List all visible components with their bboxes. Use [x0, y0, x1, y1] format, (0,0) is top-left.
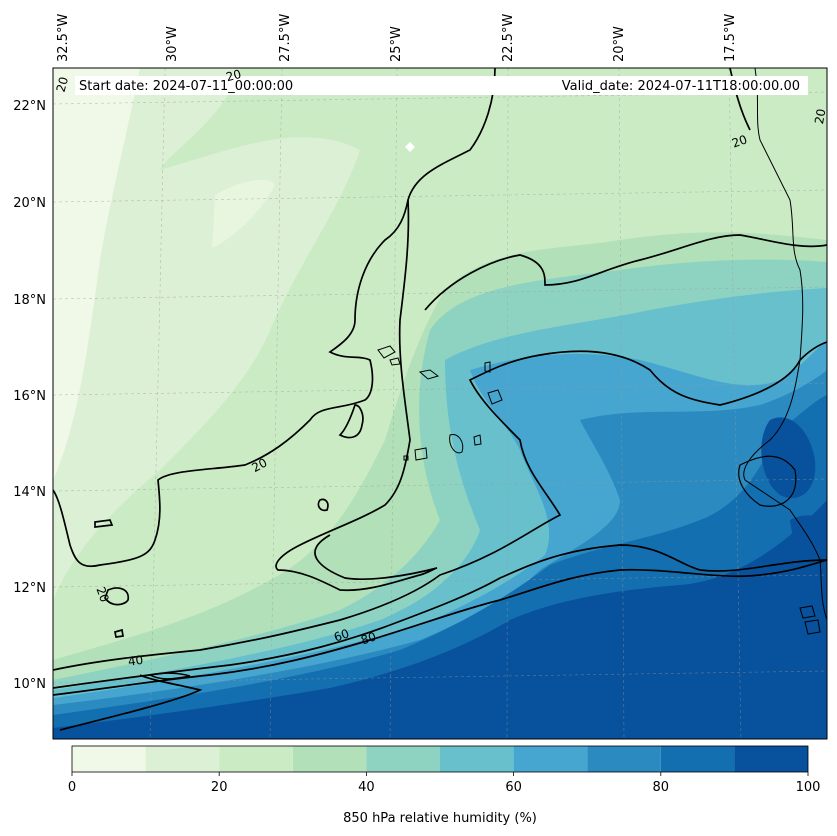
- colorbar-tick-label: 20: [211, 780, 228, 795]
- date-banner: [75, 76, 808, 95]
- lon-label: 27.5°W: [278, 14, 293, 62]
- contour-90-coast: [59, 674, 203, 731]
- cape-verde-6: [449, 433, 464, 454]
- colorbar-tick-label: 0: [68, 780, 76, 795]
- africa-coast: [743, 68, 827, 621]
- contour-label: 20: [730, 132, 749, 150]
- colorbar-swatch: [292, 746, 367, 772]
- graticule: [53, 68, 827, 739]
- madeira-marker: [405, 142, 415, 152]
- valid-date: Valid_date: 2024-07-11T18:00:00.00: [562, 79, 800, 94]
- contour-11n-shelf: [147, 672, 191, 680]
- lon-label: 20°W: [612, 26, 627, 62]
- colorbar-swatch: [219, 746, 293, 772]
- cape-verde-7: [414, 447, 428, 461]
- colorbar-swatch: [145, 746, 220, 772]
- contour-20-east: [275, 199, 438, 592]
- contour-label: 60: [332, 626, 351, 644]
- island-contour-2: [104, 587, 130, 606]
- island-contour-1: [317, 498, 329, 512]
- colorbar-swatches: [72, 746, 808, 772]
- contour-label: 20: [93, 585, 111, 604]
- colorbar-swatch: [587, 746, 661, 772]
- lat-label: 16°N: [13, 389, 46, 404]
- contour-60: [53, 544, 827, 689]
- contour-20-inner: [338, 404, 364, 439]
- colorbar: 0 20 40 60 80 100 850 hPa relative humidity (…: [68, 745, 821, 826]
- lon-label: 17.5°W: [723, 14, 738, 62]
- colorbar-swatch: [734, 746, 808, 772]
- bijagos-2: [804, 619, 821, 635]
- contour-16n-e: [738, 455, 797, 507]
- contour-label: 20: [812, 108, 828, 125]
- lat-label: 12°N: [13, 581, 46, 596]
- colorbar-tick-label: 60: [505, 780, 522, 795]
- colorbar-ticks: 0 20 40 60 80 100: [68, 772, 821, 795]
- lon-label: 30°W: [165, 26, 180, 62]
- contour-label: 20: [249, 455, 269, 475]
- cape-verde-3: [418, 369, 440, 380]
- island-contour-4: [114, 628, 124, 638]
- bijagos: [799, 605, 816, 619]
- cape-verde-2: [389, 357, 401, 366]
- island-contour-3: [94, 519, 114, 528]
- lon-label: 25°W: [389, 26, 404, 62]
- lat-label: 14°N: [13, 485, 46, 500]
- lon-label: 22.5°W: [501, 14, 516, 62]
- lat-label: 22°N: [13, 99, 46, 114]
- colorbar-swatch: [366, 746, 440, 772]
- cape-verde-8: [473, 434, 482, 446]
- colorbar-swatch: [72, 746, 146, 772]
- colorbar-title: 850 hPa relative humidity (%): [343, 811, 537, 826]
- lat-label: 10°N: [13, 677, 46, 692]
- cape-verde-1: [377, 345, 396, 359]
- lat-label: 20°N: [13, 196, 46, 211]
- rh-band-humid-core-2: [790, 515, 827, 571]
- contour-20-isobar-top: [729, 68, 751, 131]
- coastlines: [377, 68, 827, 635]
- rh-band-dry-patch: [212, 179, 275, 248]
- contour-80: [53, 559, 827, 696]
- contour-40: [53, 341, 827, 671]
- lon-label: 32.5°W: [56, 14, 71, 62]
- contour-label-group: 20 20 20 20 20 20 40 60 80: [54, 67, 828, 669]
- rh-band-humid-core: [761, 417, 816, 499]
- colorbar-tick-label: 40: [358, 780, 375, 795]
- cape-verde-5: [487, 389, 503, 405]
- map-frame: [52, 67, 828, 740]
- rh-band-90-100: [53, 500, 827, 739]
- contour-label: 80: [359, 629, 378, 647]
- lat-label: 18°N: [13, 293, 46, 308]
- lon-tick-labels: 32.5°W 30°W 27.5°W 25°W 22.5°W 20°W 17.5…: [56, 14, 738, 62]
- colorbar-tick-label: 100: [796, 780, 821, 795]
- colorbar-swatch: [440, 746, 514, 772]
- cape-verde-4: [484, 361, 491, 373]
- contour-label: 20: [224, 67, 242, 84]
- colorbar-swatch: [513, 746, 588, 772]
- colorbar-tick-label: 80: [653, 780, 670, 795]
- contours: [53, 68, 827, 731]
- contour-19n: [424, 234, 827, 311]
- colorbar-swatch: [660, 746, 735, 772]
- map-area: Start date: 2024-07-11_00:00:00 Valid_da…: [53, 67, 828, 739]
- contour-label: 40: [127, 653, 144, 669]
- contour-label: 20: [54, 75, 71, 93]
- cape-verde-9: [403, 455, 409, 461]
- start-date: Start date: 2024-07-11_00:00:00: [79, 79, 293, 94]
- colorbar-frame: [71, 745, 809, 773]
- lat-tick-labels: 22°N 20°N 18°N 16°N 14°N 12°N 10°N: [13, 99, 46, 692]
